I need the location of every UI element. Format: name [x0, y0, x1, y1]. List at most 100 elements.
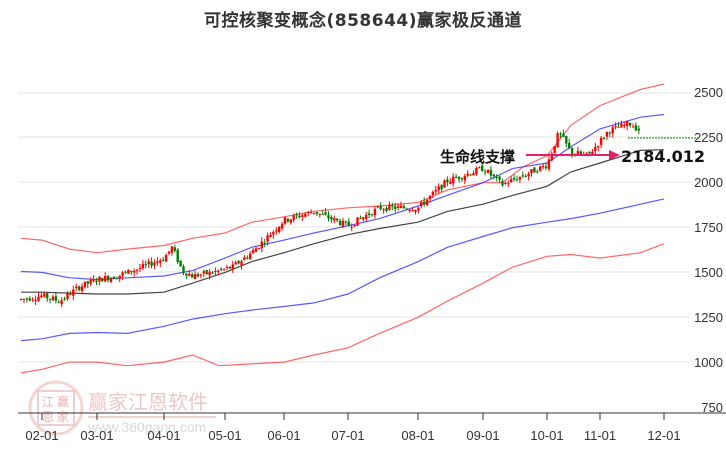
candle [359, 218, 362, 220]
candle [234, 262, 237, 265]
candle [312, 212, 316, 214]
candle [626, 121, 629, 126]
candle [460, 178, 464, 180]
y-tick-2000: 2000 [694, 175, 723, 190]
candle [507, 183, 510, 185]
candle [86, 281, 89, 284]
candle [385, 207, 388, 211]
candle [95, 280, 98, 282]
candle [196, 274, 200, 277]
x-axis: 02-01 03-01 04-01 05-01 06-01 07-01 08-0… [18, 412, 726, 443]
candle [623, 124, 626, 126]
candle [452, 176, 455, 184]
candle [254, 248, 258, 252]
candle [164, 255, 168, 262]
x-tick-05-01: 05-01 [208, 428, 241, 443]
watermark-brand: 赢家江恩软件 [88, 390, 208, 414]
candle [124, 271, 127, 273]
candle [188, 274, 191, 276]
candle [437, 186, 440, 191]
candle [478, 167, 481, 169]
candle [428, 195, 432, 200]
candle [272, 231, 275, 235]
candle [144, 263, 147, 265]
candle [162, 259, 165, 261]
lower-outer-band-line [20, 243, 665, 374]
candle [51, 296, 55, 301]
candle [527, 173, 530, 177]
candle [457, 176, 461, 179]
candle [25, 298, 29, 300]
candle [417, 207, 420, 211]
candle [492, 174, 495, 177]
candle [43, 293, 46, 297]
candle [121, 272, 124, 276]
candle [469, 174, 472, 176]
candle [495, 177, 498, 178]
candle [338, 220, 342, 225]
candle [634, 125, 638, 131]
candle [631, 126, 635, 128]
seal-icon [28, 380, 84, 436]
candle [617, 126, 620, 128]
candle [251, 250, 255, 254]
candle [153, 262, 156, 266]
lower-inner-band-line [21, 198, 665, 342]
candle [556, 133, 559, 148]
candle [521, 175, 524, 177]
candle [399, 206, 403, 208]
x-tick-06-01: 06-01 [267, 428, 300, 443]
candle [376, 206, 379, 208]
candle [156, 261, 159, 263]
candle [559, 133, 562, 135]
candle [176, 249, 179, 263]
candle [367, 213, 371, 215]
candle [170, 246, 174, 253]
candle [19, 299, 23, 300]
y-tick-1000: 1000 [694, 355, 723, 370]
candle [568, 142, 571, 148]
y-tick-2250: 2250 [694, 130, 723, 145]
candle [336, 218, 339, 221]
candle [295, 214, 298, 216]
candle [307, 211, 310, 213]
y-axis: 2500 2250 2000 1750 1500 1250 1000 750 [694, 85, 723, 415]
candle [260, 241, 263, 249]
candle [141, 263, 145, 269]
candle [408, 209, 411, 211]
candle [31, 299, 34, 301]
candle [278, 226, 281, 233]
candle [48, 298, 52, 300]
candle [611, 127, 614, 134]
candle [553, 146, 556, 153]
candle [101, 278, 104, 282]
candle [138, 268, 142, 269]
candle [37, 296, 40, 301]
candle [167, 251, 171, 254]
candle [599, 137, 603, 145]
candle [405, 208, 408, 210]
candle [344, 221, 348, 223]
candle [550, 153, 553, 161]
candle [220, 268, 223, 270]
candle [443, 180, 446, 188]
candle [585, 152, 588, 154]
candle [208, 271, 211, 276]
candle [22, 298, 26, 300]
x-tick-04-01: 04-01 [147, 428, 180, 443]
x-tick-08-01: 08-01 [401, 428, 434, 443]
candle [133, 270, 136, 273]
y-tick-1250: 1250 [694, 310, 723, 325]
candle [159, 260, 162, 263]
candle [353, 225, 356, 227]
candle [60, 300, 63, 305]
candle [382, 209, 385, 211]
candle [483, 171, 487, 173]
candle [475, 167, 478, 175]
candle [66, 293, 69, 299]
x-tick-12-01: 12-01 [647, 428, 680, 443]
candle [72, 289, 75, 296]
candle [481, 165, 484, 172]
candle [182, 266, 185, 273]
